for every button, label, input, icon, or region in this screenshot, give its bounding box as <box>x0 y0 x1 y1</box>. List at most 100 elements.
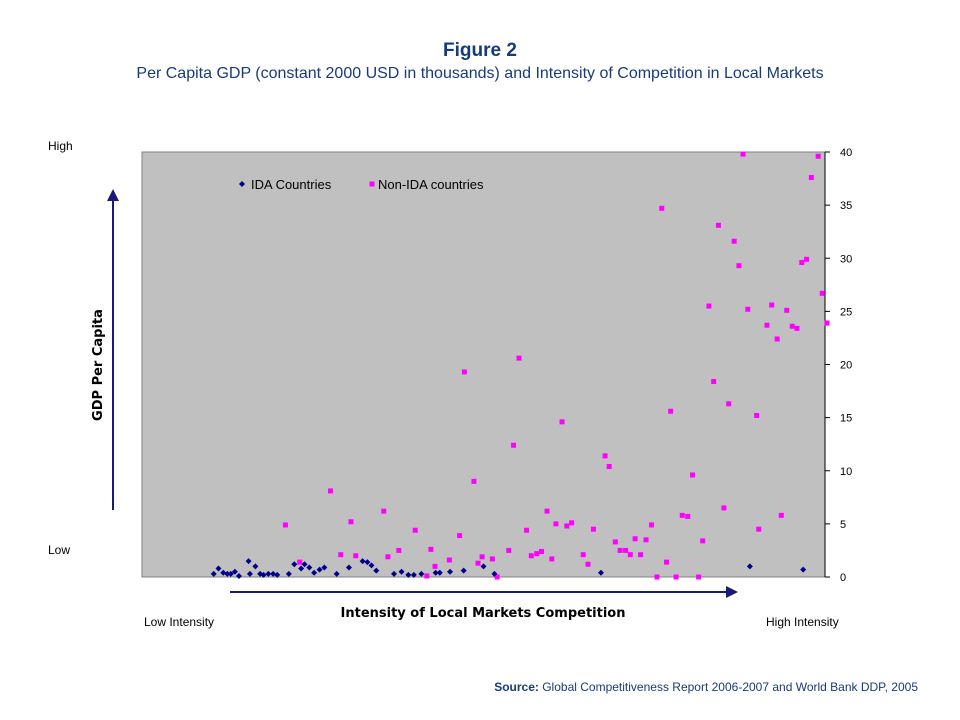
non-ida-point <box>516 355 522 361</box>
non-ida-point <box>396 547 402 553</box>
non-ida-point <box>700 538 706 544</box>
non-ida-point <box>815 153 821 159</box>
non-ida-point <box>348 519 354 525</box>
y-axis: 0 5 10 15 20 25 30 35 40 <box>824 147 852 584</box>
ida-point <box>432 569 439 576</box>
legend: IDA Countries Non-IDA countries <box>239 177 484 192</box>
non-ida-point <box>446 557 452 563</box>
non-ida-point <box>534 551 540 557</box>
ida-point <box>597 569 604 576</box>
legend-ida-label: IDA Countries <box>251 177 332 192</box>
figure-subtitle: Per Capita GDP (constant 2000 USD in tho… <box>136 65 824 82</box>
ida-point <box>746 563 753 570</box>
non-ida-point <box>649 522 655 528</box>
non-ida-point <box>745 306 751 312</box>
non-ida-point <box>471 478 477 484</box>
non-ida-point <box>617 547 623 553</box>
ida-point <box>215 565 222 572</box>
y-tick-label: 5 <box>840 519 846 531</box>
source-text: Global Competitiveness Report 2006-2007 … <box>542 680 918 694</box>
ida-point <box>245 558 252 565</box>
ida-point <box>291 561 298 568</box>
non-ida-point <box>549 556 555 562</box>
non-ida-point <box>769 302 775 308</box>
non-ida-point <box>580 552 586 558</box>
non-ida-point <box>494 574 500 580</box>
ida-point <box>359 558 366 565</box>
non-ida-point <box>544 508 550 514</box>
ida-point <box>270 570 277 577</box>
legend-non-ida-label: Non-IDA countries <box>378 177 484 192</box>
ida-point <box>480 563 487 570</box>
non-ida-point <box>726 401 732 407</box>
non-ida-point <box>736 263 742 269</box>
y-axis-title: GDP Per Capita <box>91 309 106 421</box>
non-ida-point <box>564 523 570 529</box>
y-tick-label: 0 <box>840 572 846 584</box>
ida-point <box>285 570 292 577</box>
non-ida-point <box>282 522 288 528</box>
non-ida-point <box>590 526 596 532</box>
non-ida-point <box>606 464 612 469</box>
non-ida-point <box>808 175 814 180</box>
ida-point <box>391 570 398 577</box>
non-ida-point <box>685 513 691 519</box>
ida-point <box>447 568 454 575</box>
low-intensity-label: Low Intensity <box>144 615 215 629</box>
non-ida-point <box>385 554 391 560</box>
non-ida-point <box>654 574 660 580</box>
non-ida-point <box>731 238 737 244</box>
y-tick-label: 30 <box>840 253 852 265</box>
source-key: Source: <box>494 680 539 694</box>
ida-point <box>298 565 305 572</box>
y-tick-label: 40 <box>840 147 852 159</box>
ida-point <box>364 559 371 566</box>
non-ida-point <box>559 419 565 425</box>
high-intensity-label: High Intensity <box>766 615 839 629</box>
ida-point <box>311 569 318 576</box>
non-ida-point <box>706 303 712 309</box>
non-ida-point <box>689 472 695 478</box>
ida-point <box>345 564 352 571</box>
non-ida-point <box>659 205 665 211</box>
non-ida-point <box>673 574 679 580</box>
non-ida-point <box>428 546 434 552</box>
data-points <box>210 151 830 580</box>
non-ida-point <box>612 539 618 545</box>
non-ida-point <box>553 521 559 527</box>
non-ida-point <box>784 307 790 313</box>
non-ida-point <box>632 536 638 542</box>
ida-point <box>260 571 267 578</box>
ida-point <box>235 572 242 579</box>
ida-point <box>231 568 238 575</box>
non-ida-point <box>457 533 463 539</box>
ida-point <box>227 570 234 577</box>
ida-point <box>246 570 253 577</box>
figure-title: Figure 2 <box>443 40 517 61</box>
non-ida-point <box>489 556 495 562</box>
ida-point <box>316 566 323 573</box>
ida-point <box>800 566 807 573</box>
non-ida-point <box>475 560 481 566</box>
ida-point <box>373 567 380 574</box>
ida-point <box>398 568 405 575</box>
ida-point <box>460 567 467 574</box>
ida-point <box>491 570 498 577</box>
non-ida-point <box>297 559 303 565</box>
non-ida-point <box>381 508 387 514</box>
non-ida-point <box>668 408 674 414</box>
y-tick-label: 25 <box>840 306 852 318</box>
ida-point <box>224 570 231 577</box>
ida-point <box>410 571 417 578</box>
ida-point <box>265 570 272 577</box>
ida-point <box>301 561 308 568</box>
x-axis-title: Intensity of Local Markets Competition <box>341 606 626 621</box>
non-ida-point <box>424 573 430 579</box>
y-tick-label: 35 <box>840 200 852 212</box>
legend-ida-marker <box>239 181 245 187</box>
non-ida-point <box>794 325 800 331</box>
non-ida-point <box>569 520 575 526</box>
non-ida-point <box>627 552 633 558</box>
